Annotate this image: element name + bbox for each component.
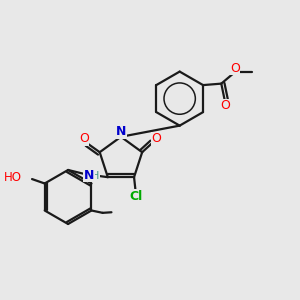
Text: O: O [152,133,161,146]
Text: HO: HO [4,171,22,184]
Text: H: H [91,171,99,181]
Text: O: O [79,132,89,145]
Text: O: O [230,62,240,75]
Text: N: N [116,125,126,138]
Text: Cl: Cl [130,190,143,203]
Text: N: N [84,169,94,182]
Text: O: O [221,99,231,112]
